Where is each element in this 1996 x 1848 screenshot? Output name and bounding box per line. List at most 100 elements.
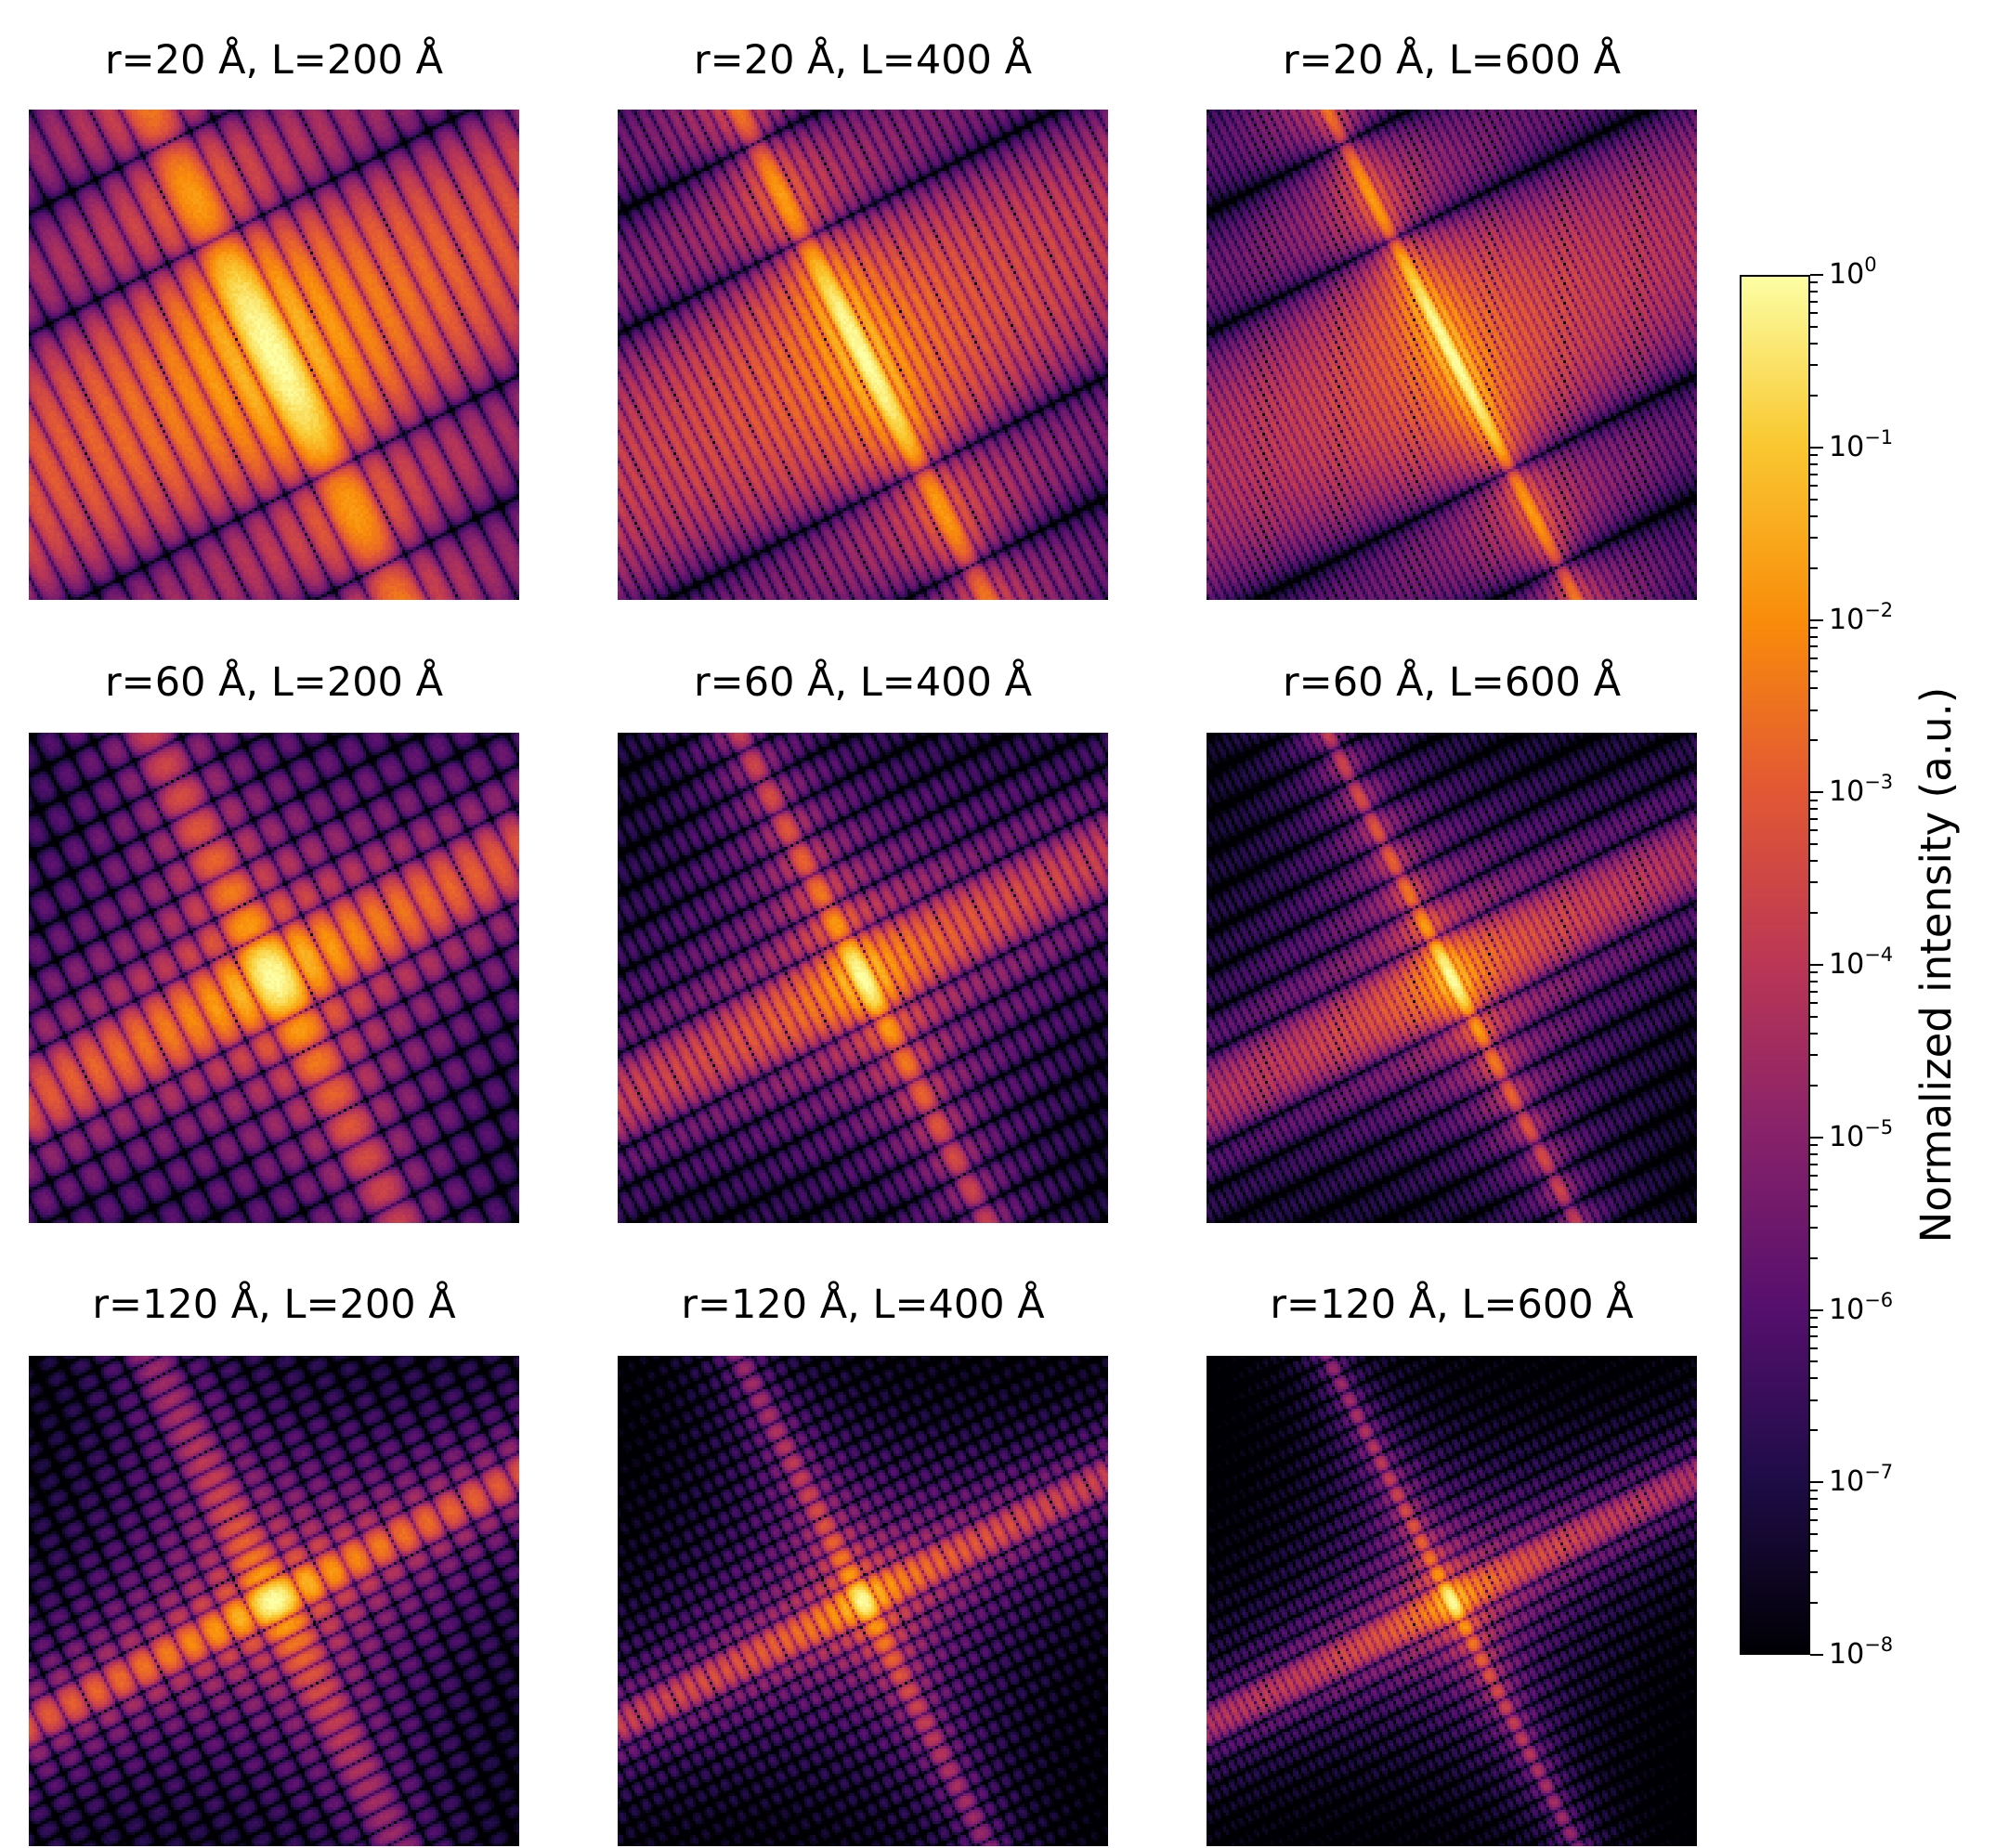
tick-exponent: 0	[1864, 254, 1877, 276]
colorbar-major-tick	[1810, 274, 1823, 276]
panel-title: r=20 Å, L=600 Å	[1283, 37, 1621, 84]
colorbar-minor-tick	[1810, 843, 1818, 846]
colorbar-minor-tick	[1810, 687, 1818, 690]
heatmap-panel	[1207, 1356, 1697, 1846]
colorbar-minor-tick	[1810, 484, 1818, 487]
colorbar-minor-tick	[1810, 364, 1818, 367]
colorbar-major-tick	[1810, 618, 1823, 621]
colorbar-major-tick	[1810, 446, 1823, 449]
colorbar-minor-tick	[1810, 1084, 1818, 1087]
colorbar-minor-tick	[1810, 1335, 1818, 1338]
colorbar-tick-label: 10−3	[1829, 771, 1893, 810]
tick-exponent: −2	[1864, 598, 1894, 621]
tick-exponent: −3	[1864, 771, 1894, 794]
heatmap-panel	[618, 733, 1108, 1223]
colorbar-tick-label: 10−6	[1829, 1289, 1893, 1328]
colorbar-tick-label: 10−4	[1829, 944, 1893, 983]
colorbar-minor-tick	[1810, 799, 1818, 801]
colorbar-minor-tick	[1810, 1325, 1818, 1328]
colorbar-gradient	[1740, 275, 1810, 1655]
colorbar-tick-label: 10−8	[1829, 1633, 1893, 1672]
colorbar-minor-tick	[1810, 1015, 1818, 1018]
tick-base: 10	[1829, 430, 1865, 463]
colorbar-major-tick	[1810, 1136, 1823, 1139]
tick-exponent: −7	[1864, 1461, 1894, 1484]
colorbar-minor-tick	[1810, 291, 1818, 293]
heatmap-panel	[618, 1356, 1108, 1846]
colorbar-minor-tick	[1810, 1347, 1818, 1349]
colorbar-major-tick	[1810, 964, 1823, 966]
heatmap-panel	[29, 733, 519, 1223]
colorbar-minor-tick	[1810, 1377, 1818, 1380]
tick-exponent: −5	[1864, 1115, 1894, 1139]
tick-base: 10	[1829, 775, 1865, 809]
panel-title: r=20 Å, L=200 Å	[105, 37, 443, 84]
colorbar-major-tick	[1810, 1308, 1823, 1311]
heatmap-panel	[29, 110, 519, 600]
tick-base: 10	[1829, 1465, 1865, 1499]
colorbar-minor-tick	[1810, 1152, 1818, 1155]
colorbar-minor-tick	[1810, 566, 1818, 569]
colorbar-minor-tick	[1810, 1602, 1818, 1605]
colorbar-minor-tick	[1810, 912, 1818, 915]
colorbar-minor-tick	[1810, 462, 1818, 465]
colorbar-minor-tick	[1810, 881, 1818, 884]
colorbar-minor-tick	[1810, 281, 1818, 284]
panel-title: r=120 Å, L=200 Å	[92, 1282, 456, 1328]
colorbar-minor-tick	[1810, 454, 1818, 457]
tick-base: 10	[1829, 1638, 1865, 1671]
heatmap-panel	[1207, 733, 1697, 1223]
tick-base: 10	[1829, 603, 1865, 636]
panel-title: r=60 Å, L=400 Å	[694, 659, 1032, 706]
colorbar-minor-tick	[1810, 536, 1818, 539]
panel-title: r=60 Å, L=200 Å	[105, 659, 443, 706]
heatmap-panel	[1207, 110, 1697, 600]
colorbar-major-tick	[1810, 1481, 1823, 1484]
colorbar-minor-tick	[1810, 1399, 1818, 1401]
colorbar-minor-tick	[1810, 1002, 1818, 1005]
colorbar-minor-tick	[1810, 300, 1818, 303]
heatmap-panel	[618, 110, 1108, 600]
colorbar-minor-tick	[1810, 1188, 1818, 1191]
panel-title: r=20 Å, L=400 Å	[694, 37, 1032, 84]
colorbar-minor-tick	[1810, 818, 1818, 821]
colorbar-minor-tick	[1810, 990, 1818, 993]
panel-title: r=120 Å, L=400 Å	[681, 1282, 1045, 1328]
colorbar-minor-tick	[1810, 312, 1818, 315]
colorbar-frame	[1740, 275, 1810, 1655]
colorbar-minor-tick	[1810, 1054, 1818, 1057]
colorbar-minor-tick	[1810, 981, 1818, 983]
heatmap-panel	[29, 1356, 519, 1846]
colorbar-minor-tick	[1810, 626, 1818, 629]
colorbar-minor-tick	[1810, 394, 1818, 397]
colorbar-minor-tick	[1810, 1226, 1818, 1229]
colorbar-tick-label: 10−2	[1829, 599, 1893, 638]
colorbar-tick-label: 10−1	[1829, 426, 1893, 465]
tick-base: 10	[1829, 258, 1865, 291]
colorbar-minor-tick	[1810, 514, 1818, 517]
colorbar-major-tick	[1810, 1654, 1823, 1656]
colorbar-major-tick	[1810, 791, 1823, 794]
colorbar-minor-tick	[1810, 1316, 1818, 1319]
colorbar-minor-tick	[1810, 1489, 1818, 1491]
colorbar-minor-tick	[1810, 645, 1818, 648]
colorbar-minor-tick	[1810, 498, 1818, 501]
colorbar-minor-tick	[1810, 1519, 1818, 1522]
colorbar-minor-tick	[1810, 971, 1818, 974]
colorbar-minor-tick	[1810, 342, 1818, 345]
tick-base: 10	[1829, 1120, 1865, 1153]
tick-exponent: −8	[1864, 1633, 1894, 1656]
tick-exponent: −6	[1864, 1288, 1894, 1311]
colorbar-minor-tick	[1810, 860, 1818, 863]
colorbar-minor-tick	[1810, 1550, 1818, 1553]
colorbar-tick-label: 10−7	[1829, 1461, 1893, 1500]
colorbar-minor-tick	[1810, 1163, 1818, 1165]
colorbar-minor-tick	[1810, 1429, 1818, 1432]
colorbar-minor-tick	[1810, 1256, 1818, 1259]
colorbar-minor-tick	[1810, 657, 1818, 659]
colorbar-minor-tick	[1810, 739, 1818, 742]
colorbar-minor-tick	[1810, 1508, 1818, 1511]
tick-exponent: −1	[1864, 425, 1894, 449]
colorbar-tick-label: 100	[1829, 254, 1877, 293]
